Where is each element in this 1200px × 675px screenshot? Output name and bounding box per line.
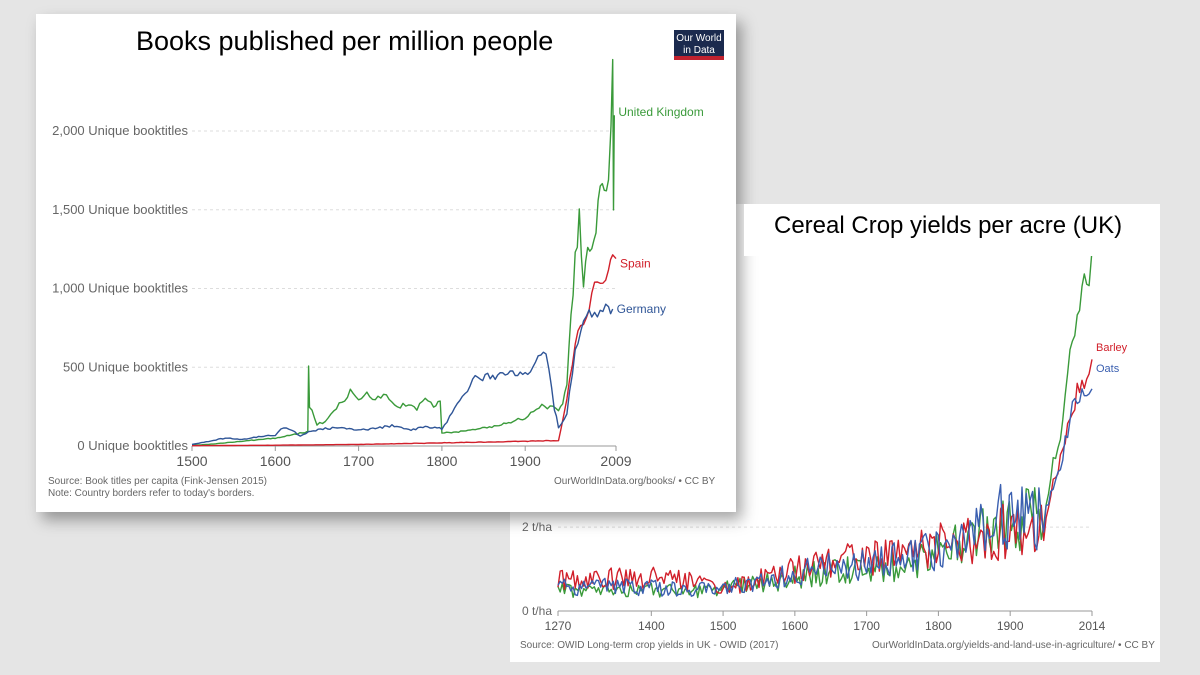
x-tick-label: 2009 [600, 453, 631, 469]
x-tick-label: 1500 [710, 619, 737, 633]
x-tick-label: 1700 [343, 453, 374, 469]
x-tick-label: 1600 [782, 619, 809, 633]
cereal-chart-title: Cereal Crop yields per acre (UK) [774, 212, 1122, 240]
y-tick-label: 500 Unique booktitles [63, 359, 189, 374]
books-chart-card: Books published per million people Our W… [36, 14, 736, 512]
books-published-chart: 0 Unique booktitles 500 Unique booktitles… [36, 14, 736, 512]
x-tick-label: 1500 [176, 453, 207, 469]
series-line-spain [192, 255, 616, 446]
books-credit-note: OurWorldInData.org/books/ • CC BY [554, 476, 715, 488]
y-tick-label: 1,000 Unique booktitles [52, 281, 188, 296]
x-tick-label: 1600 [260, 453, 291, 469]
series-line-germany [192, 304, 613, 444]
series-label-united-kingdom: United Kingdom [618, 105, 703, 119]
x-tick-label: 1800 [925, 619, 952, 633]
series-label-germany: Germany [617, 302, 666, 316]
x-tick-label: 1900 [510, 453, 541, 469]
y-tick-label: 0 Unique booktitles [77, 438, 188, 453]
y-tick-label: 2,000 Unique booktitles [52, 123, 188, 138]
x-tick-label: 1800 [426, 453, 457, 469]
y-tick-label: 2 t/ha [522, 520, 552, 534]
x-tick-label: 1270 [545, 619, 572, 633]
x-tick-label: 2014 [1079, 619, 1106, 633]
x-tick-label: 1400 [638, 619, 665, 633]
x-tick-label: 1900 [997, 619, 1024, 633]
y-tick-label: 1,500 Unique booktitles [52, 202, 188, 217]
cereal-credit-note: OurWorldInData.org/yields-and-land-use-i… [872, 640, 1155, 652]
series-label-oats: Oats [1096, 363, 1120, 375]
series-label-barley: Barley [1096, 342, 1128, 354]
books-source-note: Source: Book titles per capita (Fink-Jen… [48, 476, 267, 488]
series-label-spain: Spain [620, 256, 651, 270]
cereal-source-note: Source: OWID Long-term crop yields in UK… [520, 640, 778, 652]
books-border-note: Note: Country borders refer to today's b… [48, 488, 254, 500]
cereal-title-band: Cereal Crop yields per acre (UK) [744, 204, 1160, 256]
x-tick-label: 1700 [853, 619, 880, 633]
y-tick-label: 0 t/ha [522, 604, 552, 618]
